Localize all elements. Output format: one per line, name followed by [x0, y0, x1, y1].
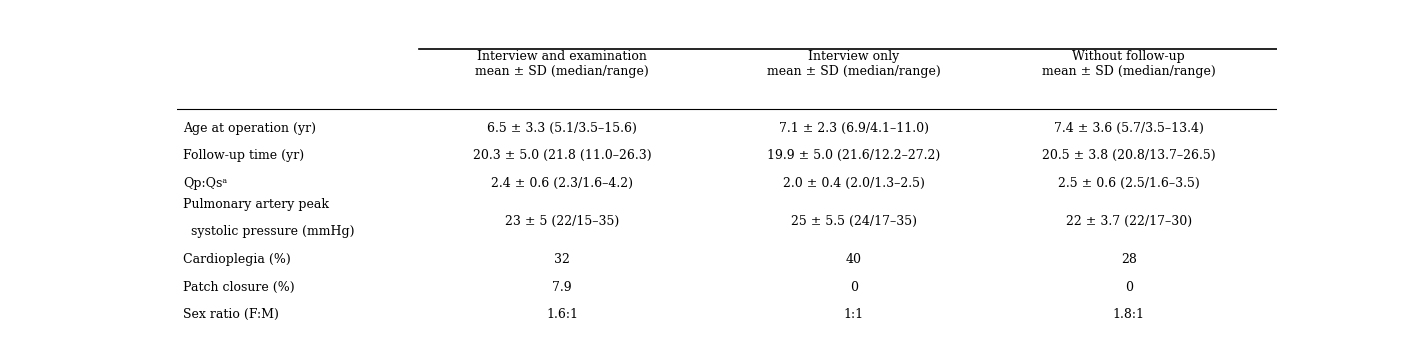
- Text: Follow-up time (yr): Follow-up time (yr): [183, 149, 304, 162]
- Text: 28: 28: [1121, 253, 1137, 266]
- Text: 20.3 ± 5.0 (21.8 (11.0–26.3): 20.3 ± 5.0 (21.8 (11.0–26.3): [473, 149, 651, 162]
- Text: 2.0 ± 0.4 (2.0/1.3–2.5): 2.0 ± 0.4 (2.0/1.3–2.5): [783, 177, 925, 190]
- Text: Sex ratio (F:M): Sex ratio (F:M): [183, 308, 278, 321]
- Text: 20.5 ± 3.8 (20.8/13.7–26.5): 20.5 ± 3.8 (20.8/13.7–26.5): [1042, 149, 1216, 162]
- Text: 2.5 ± 0.6 (2.5/1.6–3.5): 2.5 ± 0.6 (2.5/1.6–3.5): [1057, 177, 1199, 190]
- Text: Age at operation (yr): Age at operation (yr): [183, 122, 316, 135]
- Text: systolic pressure (mmHg): systolic pressure (mmHg): [183, 225, 355, 238]
- Text: Pulmonary artery peak: Pulmonary artery peak: [183, 198, 329, 211]
- Text: 0: 0: [850, 281, 857, 294]
- Text: 1:1: 1:1: [844, 308, 864, 321]
- Text: Interview and examination
mean ± SD (median/range): Interview and examination mean ± SD (med…: [475, 50, 648, 78]
- Text: 22 ± 3.7 (22/17–30): 22 ± 3.7 (22/17–30): [1066, 215, 1192, 228]
- Text: 7.4 ± 3.6 (5.7/3.5–13.4): 7.4 ± 3.6 (5.7/3.5–13.4): [1054, 122, 1203, 135]
- Text: 7.1 ± 2.3 (6.9/4.1–11.0): 7.1 ± 2.3 (6.9/4.1–11.0): [779, 122, 928, 135]
- Text: Qp:Qsᵃ: Qp:Qsᵃ: [183, 177, 227, 190]
- Text: 40: 40: [846, 253, 861, 266]
- Text: Patch closure (%): Patch closure (%): [183, 281, 295, 294]
- Text: 19.9 ± 5.0 (21.6/12.2–27.2): 19.9 ± 5.0 (21.6/12.2–27.2): [768, 149, 941, 162]
- Text: 23 ± 5 (22/15–35): 23 ± 5 (22/15–35): [505, 215, 620, 228]
- Text: 1.6:1: 1.6:1: [546, 308, 579, 321]
- Text: 32: 32: [555, 253, 570, 266]
- Text: Cardioplegia (%): Cardioplegia (%): [183, 253, 291, 266]
- Text: Without follow-up
mean ± SD (median/range): Without follow-up mean ± SD (median/rang…: [1042, 50, 1216, 78]
- Text: 7.9: 7.9: [552, 281, 572, 294]
- Text: Interview only
mean ± SD (median/range): Interview only mean ± SD (median/range): [766, 50, 941, 78]
- Text: 25 ± 5.5 (24/17–35): 25 ± 5.5 (24/17–35): [790, 215, 917, 228]
- Text: 1.8:1: 1.8:1: [1112, 308, 1145, 321]
- Text: 2.4 ± 0.6 (2.3/1.6–4.2): 2.4 ± 0.6 (2.3/1.6–4.2): [491, 177, 633, 190]
- Text: 0: 0: [1125, 281, 1132, 294]
- Text: 6.5 ± 3.3 (5.1/3.5–15.6): 6.5 ± 3.3 (5.1/3.5–15.6): [487, 122, 637, 135]
